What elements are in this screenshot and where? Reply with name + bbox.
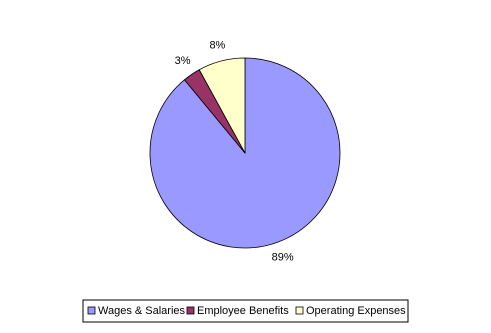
- data-label: 8%: [209, 39, 225, 51]
- data-label: 3%: [175, 55, 191, 67]
- legend-swatch: [87, 306, 96, 315]
- legend-swatch: [295, 306, 304, 315]
- legend-label: Operating Expenses: [306, 305, 406, 317]
- legend-box: [82, 299, 409, 323]
- legend-swatch: [186, 306, 195, 315]
- pie-slice: [198, 57, 246, 154]
- legend-label: Employee Benefits: [197, 305, 289, 317]
- data-label: 89%: [272, 251, 294, 263]
- legend-label: Wages & Salaries: [98, 305, 186, 317]
